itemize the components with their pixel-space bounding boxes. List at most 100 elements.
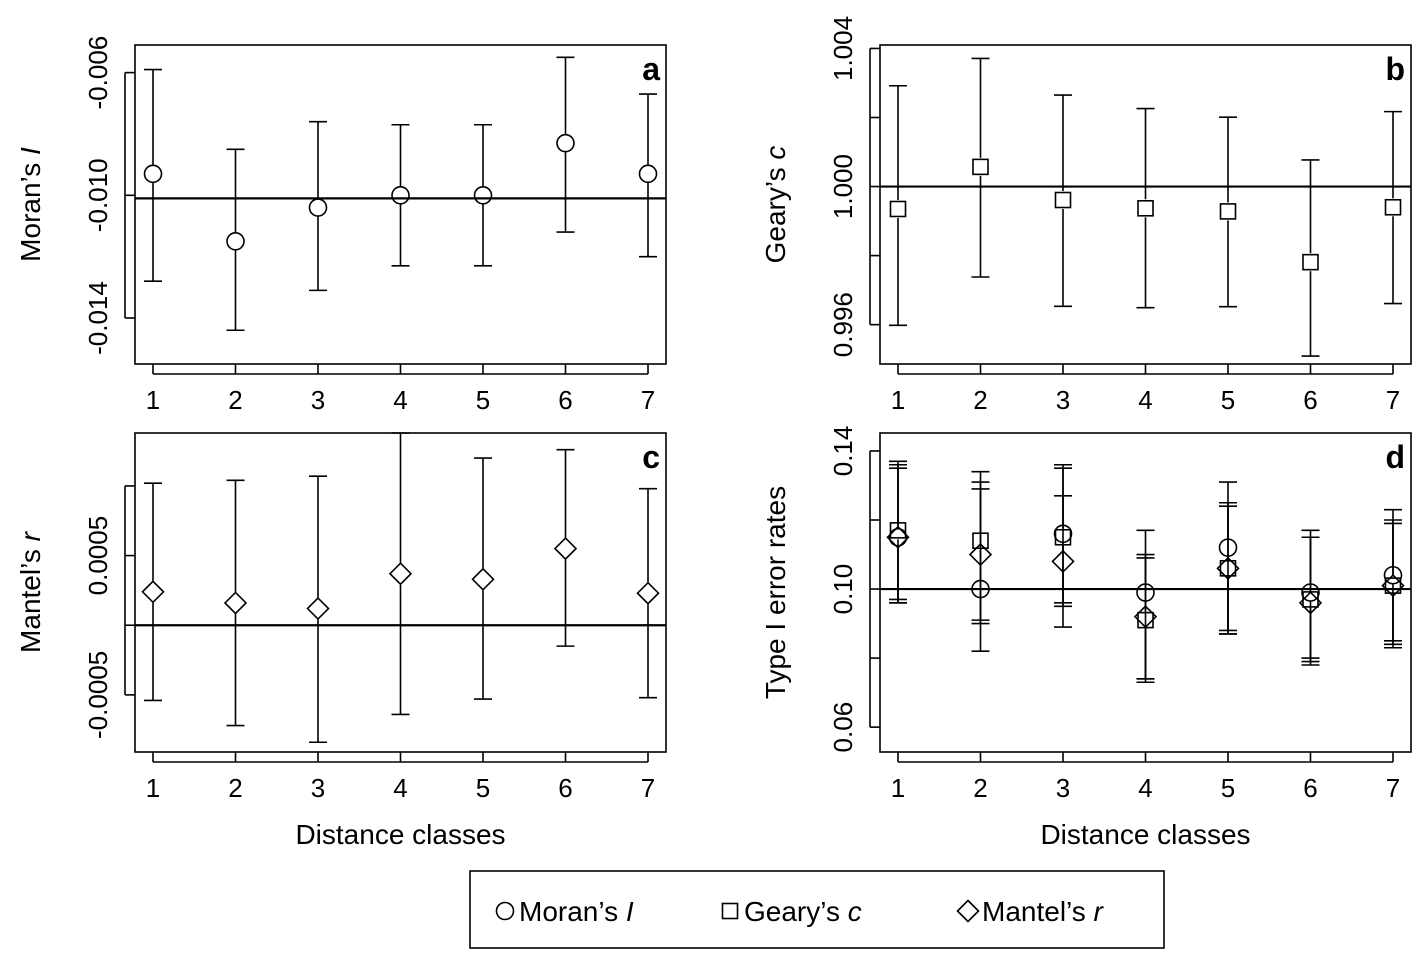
x-tick-label: 3 xyxy=(311,385,325,415)
data-point xyxy=(1133,605,1158,629)
legend-label: Geary’s c xyxy=(744,896,862,927)
legend: Moran’s I Geary’s c Mantel’s r xyxy=(469,870,1165,949)
data-point xyxy=(636,581,660,605)
data-point xyxy=(223,591,248,615)
panel-b: 1 2 3 4 5 6 7 1.004 1.000 0.996 Geary’s c b xyxy=(760,16,1412,415)
x-tick-label: 1 xyxy=(891,773,905,803)
series-square xyxy=(889,57,1402,357)
panel-letter: c xyxy=(642,439,660,475)
data-point xyxy=(638,164,658,184)
y-axis-title: Mantel’s r xyxy=(15,530,46,653)
y-axis-title: Type I error rates xyxy=(760,486,791,699)
x-tick-label: 2 xyxy=(228,773,242,803)
x-tick-label: 5 xyxy=(476,385,490,415)
y-tick-label: -0.006 xyxy=(83,36,113,110)
y-tick-label: -0.010 xyxy=(83,158,113,232)
x-tick-label: 6 xyxy=(1303,385,1317,415)
data-point xyxy=(1384,577,1402,594)
legend-marker xyxy=(721,902,739,920)
panel-d: 1 2 3 4 5 6 7 0.14 0.10 0.06 Type I error rates Dis… xyxy=(760,426,1412,850)
legend-marker xyxy=(956,899,980,923)
x-tick-label: 1 xyxy=(146,773,160,803)
y-tick-label: 0.996 xyxy=(828,292,858,357)
x-tick-label: 7 xyxy=(1386,385,1400,415)
legend-item: Geary’s c xyxy=(721,896,862,927)
x-tick-label: 2 xyxy=(973,773,987,803)
x-tick-label: 6 xyxy=(558,773,572,803)
y-tick-label: -0.014 xyxy=(83,281,113,355)
y-tick-label: 0.06 xyxy=(828,702,858,753)
x-tick-label: 2 xyxy=(228,385,242,415)
y-tick-label: -0.0005 xyxy=(83,651,113,739)
x-tick-label: 4 xyxy=(1138,385,1152,415)
y-tick-label: 0.14 xyxy=(828,426,858,477)
x-tick-label: 3 xyxy=(311,773,325,803)
x-tick-label: 1 xyxy=(146,385,160,415)
x-tick-label: 4 xyxy=(393,385,407,415)
y-tick-label: 1.000 xyxy=(828,154,858,219)
legend-label: Mantel’s r xyxy=(982,896,1105,927)
data-point xyxy=(1054,191,1072,209)
data-point xyxy=(1219,203,1237,220)
data-point xyxy=(968,542,993,567)
data-point xyxy=(1302,253,1319,271)
x-tick-label: 2 xyxy=(973,385,987,415)
x-axis-title: Distance classes xyxy=(295,819,505,850)
legend-marker xyxy=(495,901,515,921)
legend-item: Mantel’s r xyxy=(956,896,1105,927)
data-point xyxy=(1219,560,1237,577)
panel-letter: b xyxy=(1385,51,1405,87)
data-point xyxy=(391,185,410,205)
data-point xyxy=(886,525,910,549)
panel-a: 1 2 3 4 5 6 7 -0.006 -0.010 -0.014 Moran’s I a xyxy=(15,36,667,415)
data-point xyxy=(143,164,163,184)
legend-item: Moran’s I xyxy=(495,896,634,927)
data-point xyxy=(1137,199,1154,217)
series-circle xyxy=(143,56,658,332)
x-tick-label: 7 xyxy=(1386,773,1400,803)
plot-frame xyxy=(879,44,1412,365)
data-point xyxy=(308,198,328,217)
data-point xyxy=(226,232,245,251)
x-tick-label: 6 xyxy=(558,385,572,415)
legend-box xyxy=(469,870,1165,949)
data-point xyxy=(889,200,907,218)
data-point xyxy=(141,580,165,604)
x-tick-label: 7 xyxy=(641,385,655,415)
x-tick-label: 4 xyxy=(393,773,407,803)
x-tick-label: 3 xyxy=(1056,385,1070,415)
data-point xyxy=(388,562,413,586)
data-point xyxy=(473,185,493,205)
x-tick-label: 4 xyxy=(1138,773,1152,803)
x-tick-label: 5 xyxy=(476,773,490,803)
x-tick-label: 6 xyxy=(1303,773,1317,803)
x-tick-label: 3 xyxy=(1056,773,1070,803)
series-diamond xyxy=(886,467,1405,680)
data-point xyxy=(1216,556,1240,580)
y-tick-label: 0.10 xyxy=(828,564,858,615)
legend-label: Moran’s I xyxy=(519,896,634,927)
x-tick-label: 5 xyxy=(1221,773,1235,803)
data-point xyxy=(972,158,989,176)
data-point xyxy=(1298,591,1323,615)
y-axis-title: Geary’s c xyxy=(760,146,791,264)
panel-letter: a xyxy=(642,51,660,87)
y-tick-label: 0.0005 xyxy=(83,516,113,596)
x-tick-label: 5 xyxy=(1221,385,1235,415)
x-tick-label: 1 xyxy=(891,385,905,415)
y-axis-title: Moran’s I xyxy=(15,147,46,262)
data-point xyxy=(1381,573,1405,598)
data-point xyxy=(553,536,578,561)
data-point xyxy=(1051,549,1075,574)
data-point xyxy=(471,567,495,591)
y-tick-label: 1.004 xyxy=(828,16,858,81)
x-axis-title: Distance classes xyxy=(1040,819,1250,850)
data-point xyxy=(556,133,575,153)
data-point xyxy=(306,596,330,621)
x-tick-label: 7 xyxy=(641,773,655,803)
series-diamond xyxy=(141,432,660,744)
panel-c: 1 2 3 4 5 6 7 0.0005 -0.0005 Mantel’s r Distance c… xyxy=(15,432,667,850)
data-point xyxy=(1384,198,1402,216)
